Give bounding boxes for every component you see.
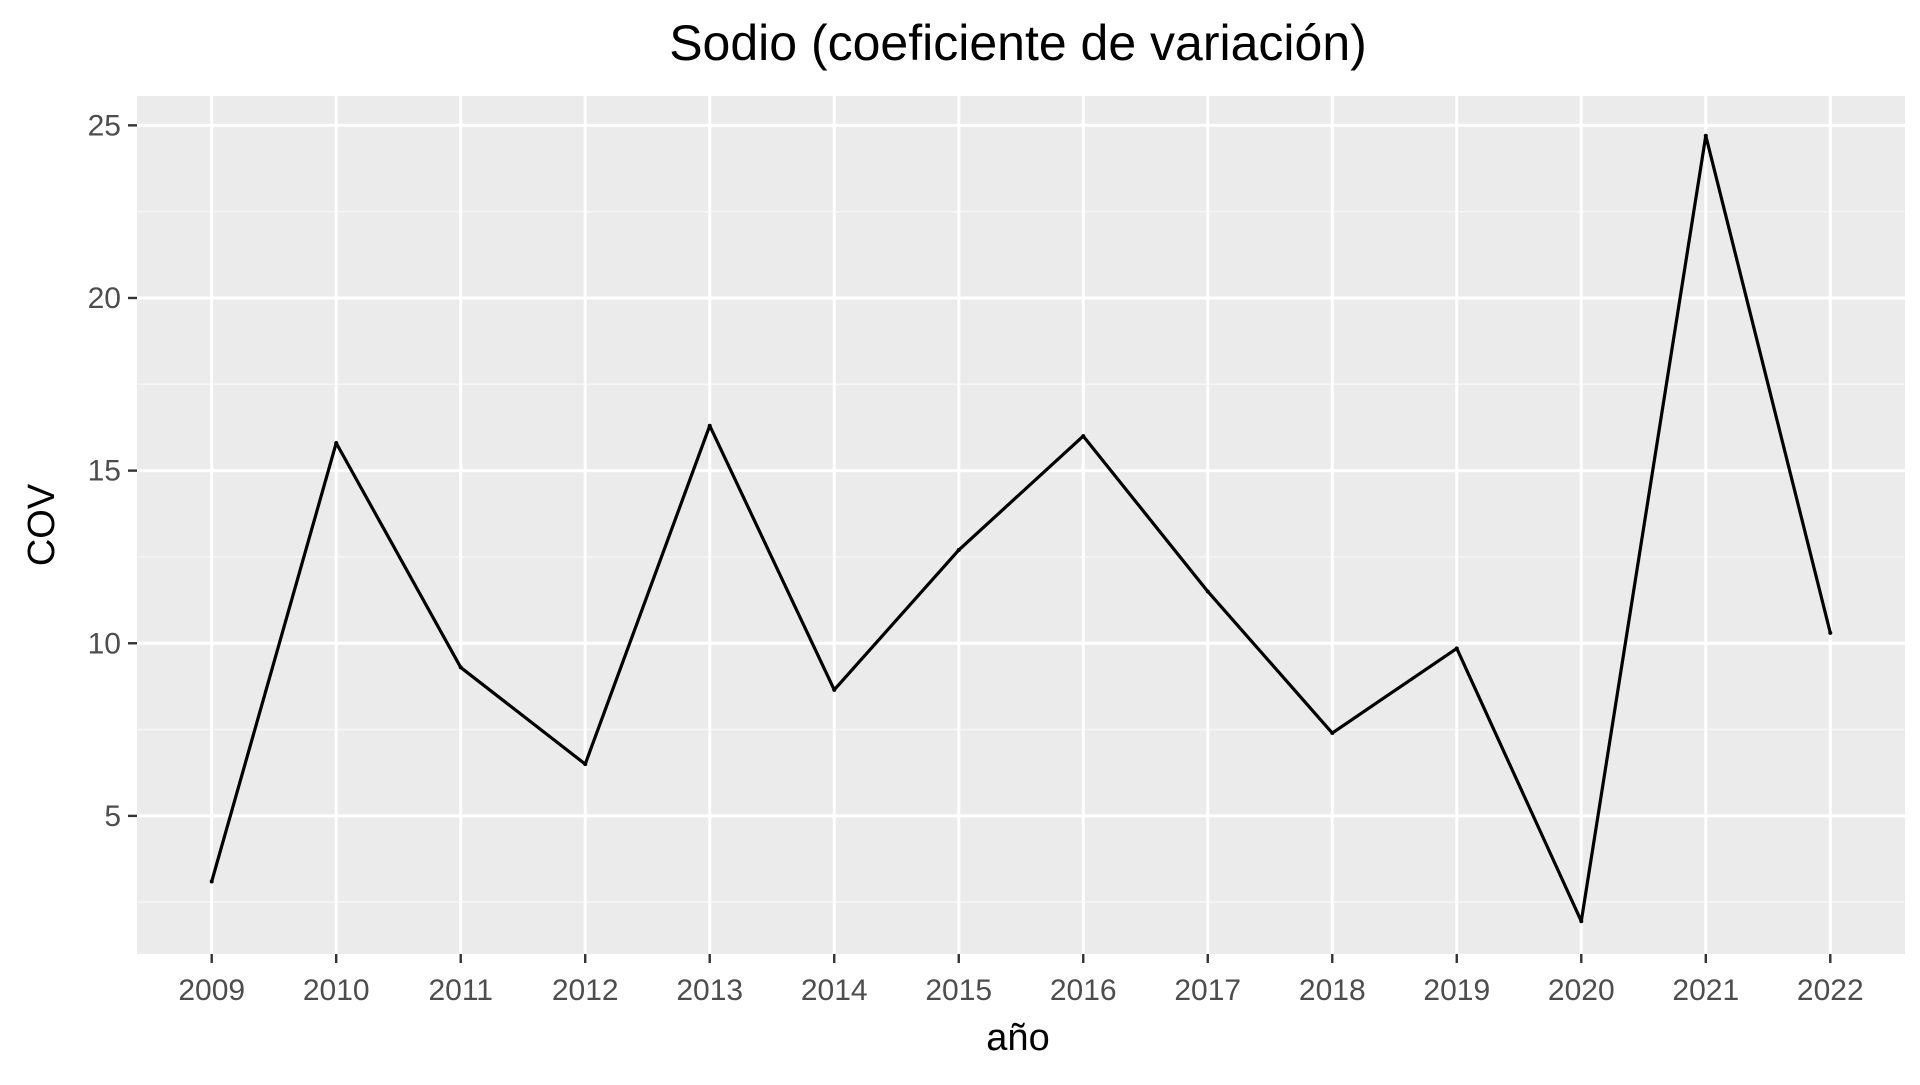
y-tick-label: 5 — [104, 800, 121, 833]
y-tick-label: 25 — [88, 109, 121, 142]
data-point — [334, 440, 339, 445]
y-tick-label: 15 — [88, 455, 121, 488]
x-tick-label: 2022 — [1797, 974, 1864, 1007]
x-tick-label: 2017 — [1174, 974, 1241, 1007]
axis-ticks: 5 10 15 20 25 2009 2010 2011 2012 2013 2014 2015 201… — [88, 109, 1864, 1007]
x-tick-label: 2015 — [925, 974, 992, 1007]
y-axis-label: COV — [21, 483, 63, 566]
data-point — [1454, 646, 1459, 651]
data-point — [1579, 919, 1584, 924]
x-tick-label: 2012 — [552, 974, 619, 1007]
data-point — [832, 687, 837, 692]
y-tick-label: 10 — [88, 627, 121, 660]
x-tick-label: 2014 — [801, 974, 868, 1007]
series-layer — [209, 133, 1833, 924]
data-point — [1703, 133, 1708, 138]
x-tick-label: 2009 — [178, 974, 245, 1007]
x-tick-label: 2020 — [1548, 974, 1615, 1007]
data-point — [458, 665, 463, 670]
data-point — [1081, 434, 1086, 439]
grid-lines — [137, 96, 1905, 954]
x-tick-label: 2019 — [1423, 974, 1490, 1007]
data-point — [1330, 731, 1335, 736]
data-point — [209, 879, 214, 884]
plot-panel — [137, 96, 1905, 954]
data-point — [583, 762, 588, 767]
x-tick-label: 2013 — [676, 974, 743, 1007]
data-point — [707, 423, 712, 428]
data-point — [956, 548, 961, 553]
x-tick-label: 2010 — [303, 974, 370, 1007]
x-tick-label: 2011 — [428, 974, 493, 1007]
x-tick-label: 2018 — [1299, 974, 1366, 1007]
data-point — [1205, 589, 1210, 594]
x-axis-label: año — [986, 1017, 1049, 1059]
x-tick-label: 2016 — [1050, 974, 1117, 1007]
chart-title: Sodio (coeficiente de variación) — [669, 15, 1367, 71]
x-tick-label: 2021 — [1672, 974, 1739, 1007]
data-point — [1828, 630, 1833, 635]
y-tick-label: 20 — [88, 282, 121, 315]
series-line — [210, 134, 1832, 923]
